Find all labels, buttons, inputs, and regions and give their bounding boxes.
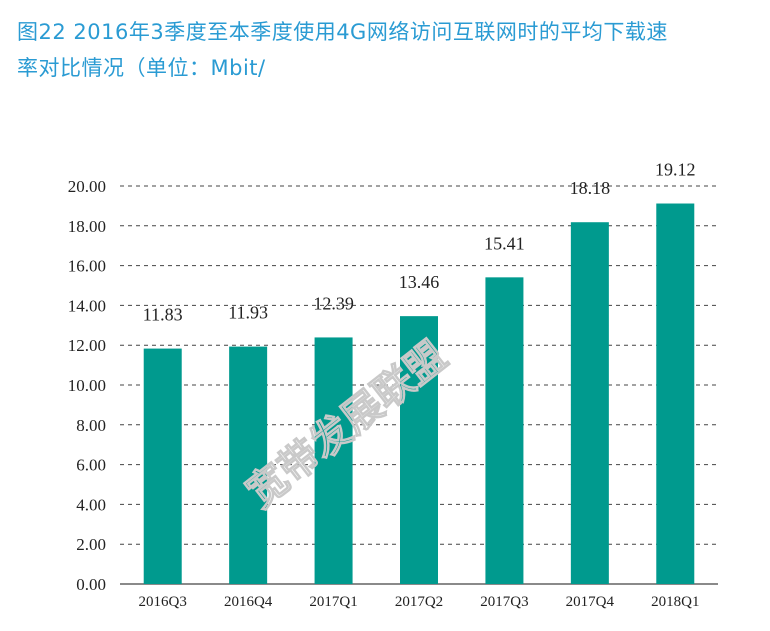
bar-2017Q2 [400,316,438,584]
x-tick-label: 2017Q3 [480,594,528,610]
bar-2017Q3 [485,277,524,584]
y-tick-label: 20.00 [68,177,106,196]
chart-title-line-1: 图22 2016年3季度至本季度使用4G网络访问互联网时的平均下载速 [17,20,668,44]
x-tick-label: 2016Q4 [224,594,273,610]
y-tick-label: 6.00 [76,456,106,475]
data-label: 11.93 [228,303,268,323]
data-label: 12.39 [313,293,354,313]
bar-2016Q4 [229,346,268,584]
bar-2016Q3 [143,348,182,584]
y-tick-label: 16.00 [68,257,106,276]
x-tick-label: 2017Q4 [566,594,615,610]
y-tick-label: 0.00 [76,575,106,594]
y-tick-label: 4.00 [76,495,106,514]
bars [143,203,695,584]
data-labels: 11.83 11.93 12.39 13.46 15.41 18.18 19.12 [143,160,696,325]
data-label: 13.46 [399,272,440,292]
bar-2017Q1 [314,337,353,584]
bar-2017Q4 [570,222,609,584]
y-tick-label: 12.00 [68,336,106,355]
y-tick-label: 8.00 [76,416,106,435]
data-label: 18.18 [570,178,611,198]
data-label: 19.12 [655,160,696,180]
chart-title-line-2: 率对比情况（单位：Mbit/ [17,56,266,80]
x-tick-label: 2017Q2 [395,594,443,610]
x-tick-label: 2017Q1 [309,594,357,610]
y-tick-label: 14.00 [68,296,106,315]
chart-title: 图22 2016年3季度至本季度使用4G网络访问互联网时的平均下载速 率对比情况… [17,14,757,86]
x-tick-label: 2016Q3 [139,594,187,610]
data-label: 11.83 [143,305,183,325]
y-tick-label: 2.00 [76,535,106,554]
bar-2018Q1 [656,203,695,584]
x-axis-ticks: 2016Q3 2016Q4 2017Q1 2017Q2 2017Q3 2017Q4 2018… [139,594,700,610]
y-axis-ticks: 0.00 2.00 4.00 6.00 8.00 10.00 12.00 14.00 16.00… [68,177,106,594]
y-tick-label: 10.00 [68,376,106,395]
y-tick-label: 18.00 [68,217,106,236]
x-tick-label: 2018Q1 [651,594,699,610]
data-label: 15.41 [484,233,525,253]
